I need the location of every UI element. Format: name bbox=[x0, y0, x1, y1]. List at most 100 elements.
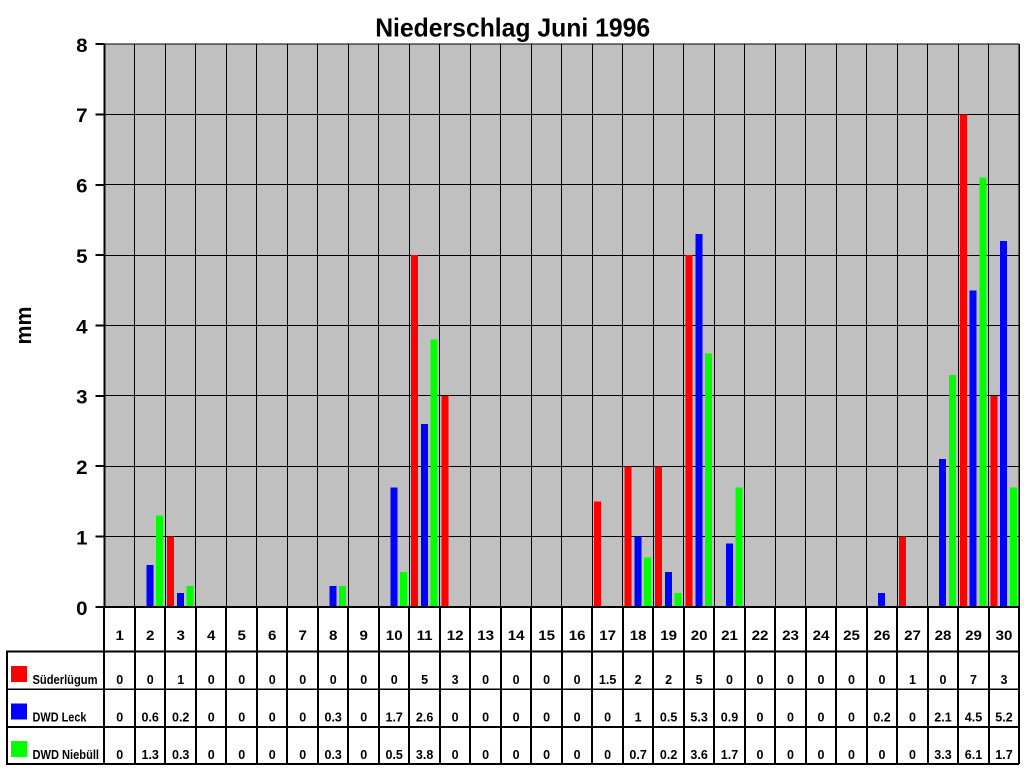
svg-text:0: 0 bbox=[452, 711, 459, 725]
svg-text:16: 16 bbox=[569, 629, 586, 644]
svg-text:5: 5 bbox=[237, 629, 245, 644]
svg-text:3.6: 3.6 bbox=[690, 748, 707, 762]
svg-text:24: 24 bbox=[813, 629, 830, 644]
svg-text:0: 0 bbox=[909, 711, 916, 725]
svg-text:0: 0 bbox=[543, 748, 550, 762]
svg-text:0: 0 bbox=[116, 748, 123, 762]
svg-text:0: 0 bbox=[238, 673, 245, 687]
svg-text:0: 0 bbox=[574, 711, 581, 725]
svg-text:0: 0 bbox=[482, 748, 489, 762]
svg-text:DWD Niebüll: DWD Niebüll bbox=[33, 748, 100, 762]
svg-text:1.7: 1.7 bbox=[995, 748, 1012, 762]
svg-text:23: 23 bbox=[782, 629, 799, 644]
svg-text:0: 0 bbox=[391, 673, 398, 687]
svg-text:20: 20 bbox=[691, 629, 708, 644]
svg-text:6: 6 bbox=[76, 176, 87, 197]
svg-text:0.2: 0.2 bbox=[172, 711, 189, 725]
svg-text:0.7: 0.7 bbox=[629, 748, 646, 762]
svg-text:0: 0 bbox=[604, 711, 611, 725]
svg-text:4: 4 bbox=[76, 317, 87, 338]
svg-text:2.6: 2.6 bbox=[416, 711, 433, 725]
svg-text:21: 21 bbox=[721, 629, 738, 644]
svg-text:0: 0 bbox=[848, 748, 855, 762]
svg-text:0: 0 bbox=[513, 673, 520, 687]
svg-text:1.3: 1.3 bbox=[142, 748, 159, 762]
svg-text:0.9: 0.9 bbox=[721, 711, 738, 725]
svg-text:Niederschlag Juni 1996: Niederschlag Juni 1996 bbox=[375, 13, 650, 43]
svg-text:0: 0 bbox=[543, 673, 550, 687]
svg-text:2: 2 bbox=[76, 458, 87, 479]
svg-text:0.6: 0.6 bbox=[142, 711, 159, 725]
svg-text:0: 0 bbox=[879, 748, 886, 762]
svg-text:0: 0 bbox=[330, 673, 337, 687]
svg-text:0.2: 0.2 bbox=[660, 748, 677, 762]
svg-text:0: 0 bbox=[76, 598, 87, 619]
svg-text:0: 0 bbox=[513, 748, 520, 762]
svg-text:0: 0 bbox=[757, 748, 764, 762]
svg-text:1: 1 bbox=[909, 673, 916, 687]
svg-text:0: 0 bbox=[818, 673, 825, 687]
svg-text:3: 3 bbox=[452, 673, 459, 687]
svg-text:0: 0 bbox=[482, 673, 489, 687]
svg-text:1: 1 bbox=[76, 528, 87, 549]
svg-text:0: 0 bbox=[299, 748, 306, 762]
svg-text:0: 0 bbox=[238, 711, 245, 725]
svg-text:0: 0 bbox=[787, 673, 794, 687]
svg-text:12: 12 bbox=[447, 629, 464, 644]
svg-text:7: 7 bbox=[298, 629, 306, 644]
svg-text:0: 0 bbox=[299, 711, 306, 725]
svg-text:0: 0 bbox=[757, 711, 764, 725]
svg-text:0: 0 bbox=[116, 673, 123, 687]
svg-text:18: 18 bbox=[630, 629, 647, 644]
svg-text:1.5: 1.5 bbox=[599, 673, 616, 687]
svg-text:3: 3 bbox=[176, 629, 184, 644]
svg-text:5.3: 5.3 bbox=[690, 711, 707, 725]
svg-text:6.1: 6.1 bbox=[965, 748, 982, 762]
svg-text:0: 0 bbox=[574, 748, 581, 762]
svg-text:Süderlügum: Süderlügum bbox=[33, 673, 98, 687]
svg-text:0: 0 bbox=[909, 748, 916, 762]
svg-text:0: 0 bbox=[299, 673, 306, 687]
svg-text:27: 27 bbox=[904, 629, 921, 644]
svg-text:0: 0 bbox=[269, 711, 276, 725]
svg-text:5: 5 bbox=[76, 247, 87, 268]
svg-text:0: 0 bbox=[360, 711, 367, 725]
svg-text:0: 0 bbox=[360, 673, 367, 687]
svg-text:30: 30 bbox=[996, 629, 1013, 644]
svg-text:11: 11 bbox=[417, 629, 433, 644]
svg-text:8: 8 bbox=[76, 35, 87, 56]
svg-text:DWD Leck: DWD Leck bbox=[33, 711, 87, 725]
svg-text:0: 0 bbox=[848, 711, 855, 725]
svg-text:7: 7 bbox=[970, 673, 977, 687]
svg-text:2: 2 bbox=[665, 673, 672, 687]
svg-text:0: 0 bbox=[452, 748, 459, 762]
svg-text:4: 4 bbox=[207, 629, 215, 644]
svg-text:2: 2 bbox=[635, 673, 642, 687]
svg-text:5.2: 5.2 bbox=[995, 711, 1012, 725]
svg-text:0: 0 bbox=[818, 711, 825, 725]
svg-text:0: 0 bbox=[513, 711, 520, 725]
svg-text:0: 0 bbox=[848, 673, 855, 687]
svg-text:15: 15 bbox=[538, 629, 555, 644]
svg-text:3.3: 3.3 bbox=[934, 748, 951, 762]
svg-text:9: 9 bbox=[359, 629, 367, 644]
svg-text:0: 0 bbox=[787, 711, 794, 725]
svg-text:1.7: 1.7 bbox=[386, 711, 403, 725]
svg-text:1.7: 1.7 bbox=[721, 748, 738, 762]
svg-text:0: 0 bbox=[147, 673, 154, 687]
svg-text:22: 22 bbox=[752, 629, 769, 644]
svg-text:5: 5 bbox=[696, 673, 703, 687]
svg-text:0: 0 bbox=[269, 748, 276, 762]
svg-text:0: 0 bbox=[818, 748, 825, 762]
svg-text:0: 0 bbox=[208, 673, 215, 687]
svg-text:0: 0 bbox=[940, 673, 947, 687]
svg-text:0.2: 0.2 bbox=[873, 711, 890, 725]
svg-text:2.1: 2.1 bbox=[934, 711, 951, 725]
svg-text:6: 6 bbox=[268, 629, 276, 644]
svg-text:0: 0 bbox=[116, 711, 123, 725]
svg-text:3.8: 3.8 bbox=[416, 748, 433, 762]
svg-text:0: 0 bbox=[208, 748, 215, 762]
svg-text:0.5: 0.5 bbox=[660, 711, 677, 725]
svg-text:5: 5 bbox=[421, 673, 428, 687]
svg-text:4.5: 4.5 bbox=[965, 711, 982, 725]
